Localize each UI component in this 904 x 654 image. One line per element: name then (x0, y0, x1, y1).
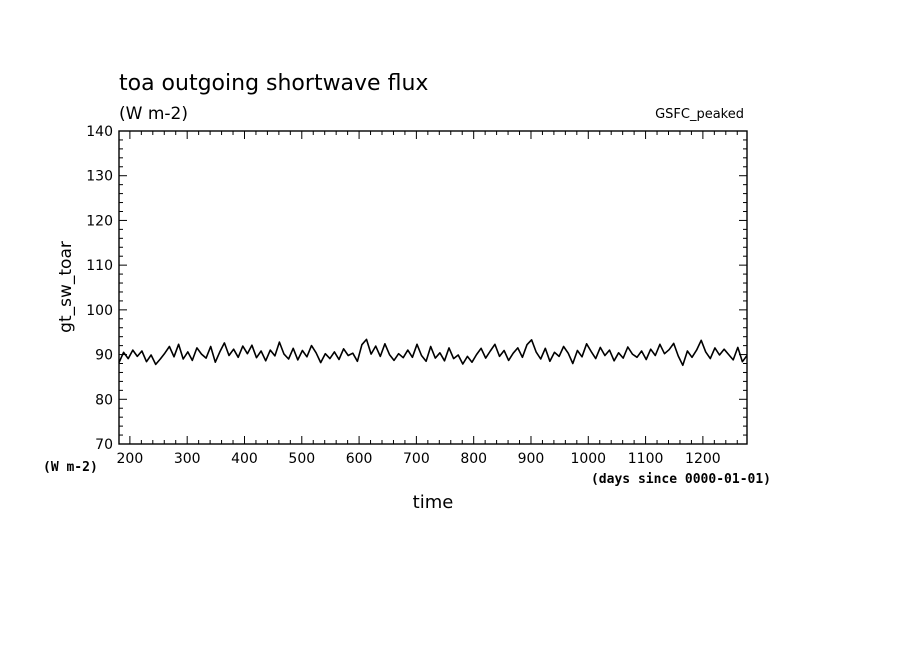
x-axis-label: time (413, 492, 454, 513)
chart-annotation: GSFC_peaked (655, 107, 744, 122)
chart-subtitle: (W m-2) (119, 104, 188, 124)
series-line (118, 338, 748, 367)
x-tick-label: 900 (518, 451, 545, 467)
y-axis-label: gt_sw_toar (56, 241, 76, 333)
y-tick-label: 100 (86, 303, 113, 319)
plot-frame (118, 130, 748, 445)
x-tick-label: 500 (288, 451, 315, 467)
x-tick-label: 400 (231, 451, 258, 467)
y-tick-label: 110 (86, 258, 113, 274)
y-tick-label: 120 (86, 213, 113, 229)
y-unit-label: (W m-2) (43, 460, 98, 475)
x-tick-label: 600 (346, 451, 373, 467)
x-tick-label: 1000 (570, 451, 606, 467)
y-tick-label: 70 (95, 437, 113, 453)
y-axis-ticks: 70 80 90 100 110 120 130 140 (86, 124, 747, 453)
x-tick-label: 200 (117, 451, 144, 467)
x-tick-label: 1200 (685, 451, 721, 467)
y-tick-label: 90 (95, 348, 113, 364)
chart-title: toa outgoing shortwave flux (119, 71, 428, 96)
x-tick-label: 300 (174, 451, 201, 467)
y-tick-label: 140 (86, 124, 113, 140)
y-tick-label: 130 (86, 169, 113, 185)
x-tick-label: 1100 (628, 451, 664, 467)
x-unit-label: (days since 0000-01-01) (591, 472, 771, 487)
x-tick-label: 700 (403, 451, 430, 467)
x-tick-label: 800 (460, 451, 487, 467)
y-tick-label: 80 (95, 392, 113, 408)
